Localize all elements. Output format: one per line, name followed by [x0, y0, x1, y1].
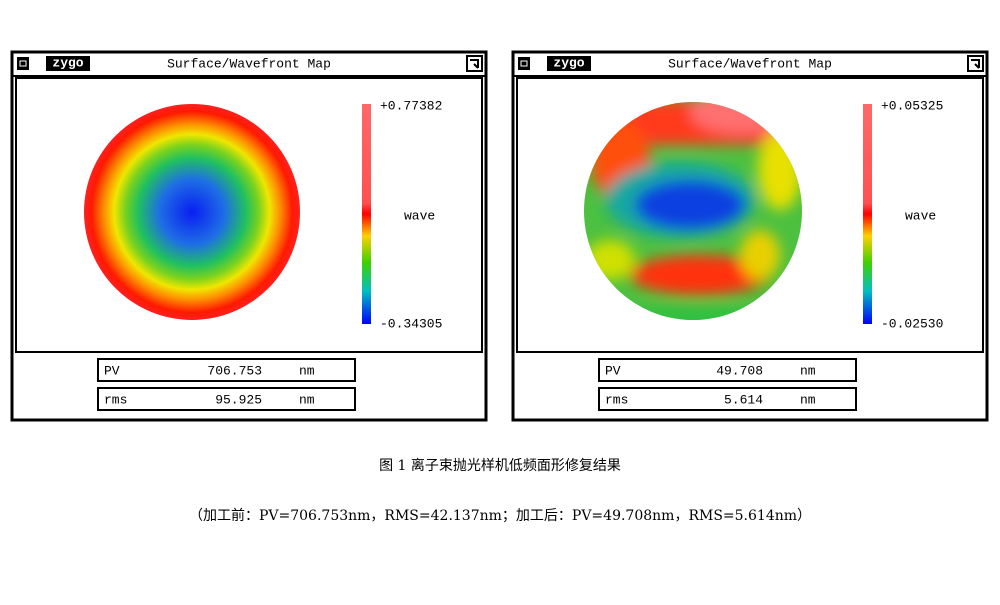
- scale-max: +0.05325: [881, 98, 943, 113]
- scale-min: -0.34305: [380, 316, 442, 331]
- stat-value: 706.753: [207, 363, 262, 378]
- stat-box: [97, 387, 356, 411]
- stat-label: rms: [104, 392, 127, 407]
- menu-icon-glyph: [971, 59, 980, 69]
- surface-map: [84, 104, 300, 320]
- logo-bg: [46, 56, 90, 71]
- caption: 图 1 离子束抛光样机低频面形修复结果: [379, 457, 621, 474]
- stat-unit: nm: [800, 392, 816, 407]
- close-icon-inner: [19, 60, 27, 67]
- stat-unit: nm: [299, 392, 315, 407]
- subcaption: （加工前：PV=706.753nm，RMS=42.137nm；加工后：PV=49…: [189, 507, 811, 524]
- stat-box: [97, 358, 356, 382]
- stat-label: PV: [605, 363, 621, 378]
- close-icon: [518, 57, 530, 70]
- stat-value: 49.708: [716, 363, 763, 378]
- stat-box: [598, 387, 857, 411]
- colorbar: [362, 104, 371, 324]
- scale-unit: wave: [404, 208, 435, 223]
- scale-min: -0.02530: [881, 316, 943, 331]
- logo-bg: [547, 56, 591, 71]
- window: zygo Surface/Wavefront Map +0.77382 wave -0.…: [10, 50, 488, 422]
- stat-unit: nm: [800, 363, 816, 378]
- window-title: Surface/Wavefront Map: [167, 56, 331, 71]
- stat-unit: nm: [299, 363, 315, 378]
- scale-max: +0.77382: [380, 98, 442, 113]
- logo: zygo: [553, 55, 584, 70]
- close-icon: [17, 57, 29, 70]
- stat-value: 5.614: [724, 392, 763, 407]
- menu-icon-glyph: [470, 59, 479, 69]
- logo: zygo: [52, 55, 83, 70]
- colorbar: [863, 104, 872, 324]
- stat-label: PV: [104, 363, 120, 378]
- stat-label: rms: [605, 392, 628, 407]
- window-title: Surface/Wavefront Map: [668, 56, 832, 71]
- stat-box: [598, 358, 857, 382]
- scale-unit: wave: [905, 208, 936, 223]
- stat-value: 95.925: [215, 392, 262, 407]
- close-icon-inner: [520, 60, 528, 67]
